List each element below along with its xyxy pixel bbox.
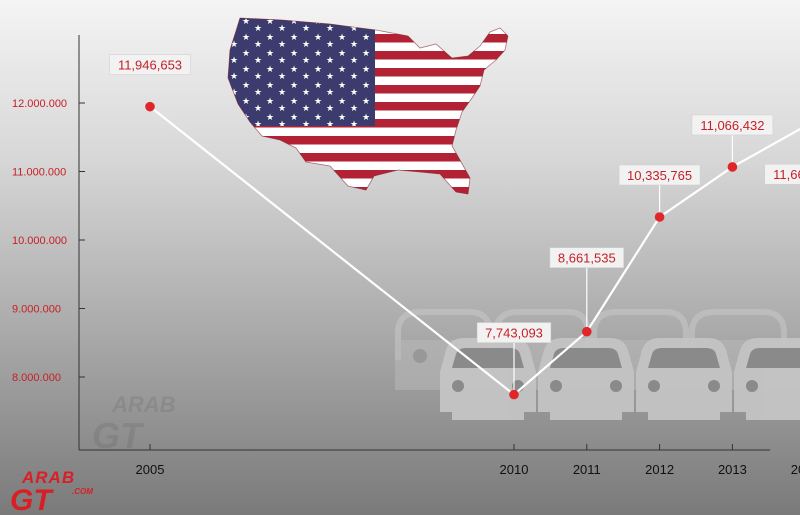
y-tick-label: 9.000.000 bbox=[12, 304, 61, 316]
logo-word: ARAB bbox=[21, 468, 75, 487]
data-labels: 11,946,653 7,743,093 8,661,535 10,335,765 11… bbox=[109, 54, 800, 343]
x-tick-label: 2012 bbox=[645, 462, 674, 477]
data-point bbox=[509, 389, 519, 400]
x-tick-label: 2013 bbox=[718, 462, 747, 477]
data-label-box bbox=[549, 247, 624, 268]
x-tick-label: 2005 bbox=[136, 462, 165, 477]
data-label: 11,066,432 bbox=[700, 118, 764, 133]
y-tick-label: 8.000.000 bbox=[12, 372, 61, 384]
data-label-box bbox=[109, 54, 191, 75]
x-tick-label: 2011 bbox=[573, 462, 601, 477]
usa-flag-map-icon bbox=[227, 17, 509, 195]
data-label: 10,335,765 bbox=[627, 168, 692, 183]
data-label-box bbox=[476, 322, 552, 343]
data-point bbox=[145, 101, 155, 112]
data-label: 11,946,653 bbox=[118, 58, 182, 73]
data-label: 11,660,699 bbox=[773, 167, 800, 182]
data-label: 7,743,093 bbox=[485, 326, 543, 341]
data-label-box bbox=[618, 164, 701, 186]
x-tick-label: 2014 bbox=[791, 462, 800, 477]
logo-mark: GT bbox=[10, 484, 54, 515]
traffic-cars-icon bbox=[395, 309, 800, 420]
data-label: 8,661,535 bbox=[558, 251, 616, 266]
logo-suffix: .COM bbox=[72, 487, 93, 496]
series-line bbox=[149, 105, 800, 397]
y-ticks: 8.000.000 9.000.000 10.000.000 11.000.000 12… bbox=[12, 98, 85, 384]
data-point bbox=[727, 162, 738, 172]
data-label-box bbox=[691, 114, 774, 136]
arabgt-logo: ARAB GT .COM bbox=[10, 468, 93, 515]
data-label-box bbox=[764, 163, 800, 185]
watermark-mark: GT bbox=[92, 415, 145, 456]
x-ticks: 2005 2010 2011 2012 2013 2014 bbox=[136, 444, 800, 477]
x-tick-label: 2010 bbox=[500, 462, 529, 477]
y-tick-label: 10.000.000 bbox=[12, 235, 67, 247]
y-tick-label: 11.000.000 bbox=[12, 167, 66, 179]
data-points bbox=[145, 101, 738, 400]
label-leaders bbox=[513, 134, 734, 395]
y-tick-label: 12.000.000 bbox=[12, 98, 67, 110]
watermark-word: ARAB bbox=[111, 392, 176, 417]
watermark-logo: ARAB GT bbox=[92, 392, 176, 456]
data-point bbox=[654, 212, 665, 222]
data-point bbox=[582, 326, 592, 337]
axes bbox=[78, 35, 770, 451]
